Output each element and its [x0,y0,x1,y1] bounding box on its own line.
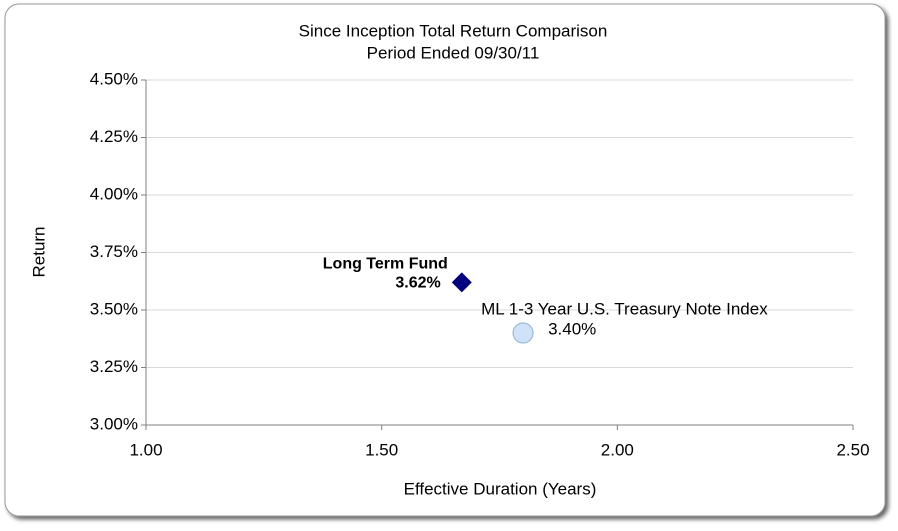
y-axis-label: Return [29,226,48,277]
axes: 3.00% 3.25% 3.50% 3.75% 4.00% 4.25% 4.50% 1.00 1… [90,69,870,459]
x-tick-label: 2.00 [601,440,634,459]
y-tick-label: 4.50% [90,69,138,88]
y-tick-label: 3.75% [90,242,138,261]
y-tick-label: 4.00% [90,184,138,203]
y-tick-label: 3.00% [90,414,138,433]
point [451,272,472,293]
point [512,322,534,344]
series-label: Long Term Fund [323,256,448,273]
chart-title: Since Inception Total Return Comparison [299,21,608,40]
x-tick-label: 1.00 [129,440,162,459]
y-tick-label: 4.25% [90,127,138,146]
x-tick-label: 2.50 [836,440,869,459]
y-tick-label: 3.50% [90,299,138,318]
marks: Long Term Fund 3.62% ML 1-3 Year U.S. Trea… [323,256,768,344]
x-tick-label: 1.50 [365,440,398,459]
data-label: 3.40% [548,319,596,338]
y-tick-label: 3.25% [90,357,138,376]
chart-frame [4,3,886,517]
series-label: ML 1-3 Year U.S. Treasury Note Index [481,299,768,318]
data-label: 3.62% [395,275,440,292]
x-axis-label: Effective Duration (Years) [404,479,597,498]
chart-subtitle: Period Ended 09/30/11 [367,43,540,62]
